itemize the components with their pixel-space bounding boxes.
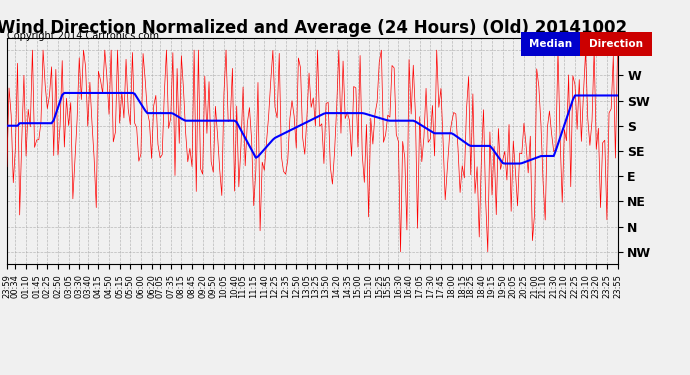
Text: Copyright 2014 Cartronics.com: Copyright 2014 Cartronics.com: [7, 32, 159, 41]
Text: Direction: Direction: [589, 39, 643, 49]
Title: Wind Direction Normalized and Average (24 Hours) (Old) 20141002: Wind Direction Normalized and Average (2…: [0, 20, 627, 38]
Text: Median: Median: [529, 39, 572, 49]
